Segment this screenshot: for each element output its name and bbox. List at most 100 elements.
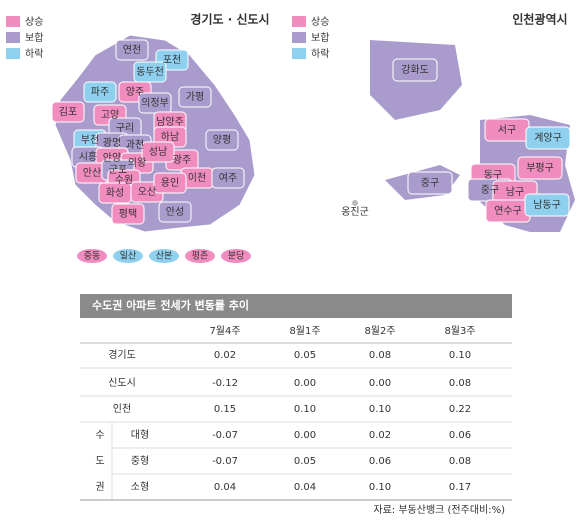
region-label: 남구 bbox=[506, 186, 524, 198]
legend-label: 보합 bbox=[311, 32, 329, 44]
new-town-badge bbox=[77, 249, 107, 263]
region-label: 안성 bbox=[166, 206, 184, 218]
table-cell: 0.10 bbox=[369, 482, 391, 493]
table-cell: 0.04 bbox=[214, 482, 236, 493]
region-label: 남동구 bbox=[533, 199, 561, 211]
new-town-label: 분당 bbox=[228, 251, 245, 262]
region-label: 구리 bbox=[116, 122, 134, 134]
new-town-badge bbox=[149, 249, 179, 263]
region bbox=[517, 156, 563, 180]
table-cell: 0.00 bbox=[294, 378, 316, 389]
region-label: 남양주 bbox=[156, 116, 184, 128]
region-label: 화성 bbox=[106, 187, 124, 199]
column-header: 8월2주 bbox=[364, 325, 395, 337]
legend-swatch bbox=[6, 16, 20, 27]
row-label: 인천 bbox=[113, 403, 131, 415]
region bbox=[141, 141, 175, 163]
legend-swatch bbox=[292, 48, 306, 59]
region-label: 강화도 bbox=[401, 64, 429, 76]
region-label: 계양구 bbox=[534, 132, 562, 144]
island bbox=[352, 200, 358, 206]
region-label: 김포 bbox=[59, 106, 77, 118]
column-header: 7월4주 bbox=[209, 325, 240, 337]
legend-label: 상승 bbox=[311, 16, 329, 28]
region-label: 서구 bbox=[498, 124, 516, 136]
region-label: 연수구 bbox=[494, 205, 522, 217]
group-label: 도 bbox=[95, 456, 104, 467]
region-label: 가평 bbox=[186, 91, 204, 103]
new-town-label: 평촌 bbox=[192, 251, 209, 262]
region bbox=[407, 171, 453, 195]
region-label: 광명 bbox=[103, 137, 121, 149]
row-label: 소형 bbox=[131, 481, 149, 493]
region-label: 의정부 bbox=[141, 97, 169, 109]
table-cell: 0.06 bbox=[369, 456, 391, 467]
region-label: 부평구 bbox=[526, 162, 554, 174]
new-town-badge bbox=[185, 249, 215, 263]
table-cell: 0.05 bbox=[294, 350, 316, 361]
legend-label: 하락 bbox=[311, 47, 329, 60]
group-label: 권 bbox=[95, 481, 104, 493]
region bbox=[211, 167, 245, 189]
region-label: 이천 bbox=[188, 172, 206, 184]
region-label: 성남 bbox=[149, 146, 167, 158]
region-label: 양평 bbox=[213, 134, 231, 146]
table-cell: 0.04 bbox=[294, 482, 316, 493]
region bbox=[83, 81, 117, 103]
table-cell: 0.08 bbox=[449, 378, 471, 389]
table-title: 수도권 아파트 전세가 변동률 추이 bbox=[92, 298, 249, 312]
region-label: 과천 bbox=[126, 139, 144, 151]
row-label: 대형 bbox=[131, 429, 149, 441]
source: 자료: 부동산뱅크 (전주대비:%) bbox=[373, 504, 505, 516]
region-label: 옹진군 bbox=[341, 206, 369, 218]
legend-label: 하락 bbox=[25, 47, 43, 60]
column-header: 8월3주 bbox=[444, 325, 475, 337]
region-label: 부천 bbox=[81, 134, 99, 146]
region-label: 중구 bbox=[421, 177, 439, 189]
region-label: 시흥 bbox=[79, 150, 97, 163]
table-cell: 0.05 bbox=[294, 456, 316, 467]
table-cell: 0.10 bbox=[369, 404, 391, 415]
region-label: 군포 bbox=[109, 164, 127, 176]
region-label: 하남 bbox=[161, 130, 179, 143]
legend-label: 상승 bbox=[25, 16, 43, 28]
region-label: 용인 bbox=[161, 177, 179, 189]
region-label: 고양 bbox=[101, 109, 119, 121]
region-label: 안양 bbox=[103, 152, 121, 164]
table-cell: 0.08 bbox=[449, 456, 471, 467]
table-cell: 0.00 bbox=[294, 430, 316, 441]
region bbox=[392, 58, 438, 82]
new-town-badge bbox=[221, 249, 251, 263]
region bbox=[133, 61, 167, 83]
region bbox=[205, 129, 239, 151]
region-label: 동구 bbox=[484, 169, 502, 181]
region-label: 연천 bbox=[123, 44, 141, 56]
region-label: 오산 bbox=[138, 186, 156, 198]
map-title: 경기도 · 신도시 bbox=[190, 12, 269, 27]
region-label: 파주 bbox=[91, 86, 109, 98]
table-header-bar bbox=[80, 294, 512, 318]
region-label: 의왕 bbox=[128, 157, 146, 169]
table-cell: -0.07 bbox=[212, 430, 238, 441]
table-cell: 0.02 bbox=[214, 350, 236, 361]
region-label: 평택 bbox=[119, 208, 137, 220]
table-cell: 0.08 bbox=[369, 350, 391, 361]
region-label: 안산 bbox=[83, 167, 101, 179]
region-label: 포천 bbox=[163, 54, 181, 66]
region bbox=[525, 126, 571, 150]
region bbox=[115, 39, 149, 61]
new-town-badge bbox=[113, 249, 143, 263]
region-label: 동두천 bbox=[136, 66, 164, 78]
table-cell: 0.17 bbox=[449, 482, 471, 493]
legend-label: 보합 bbox=[25, 32, 43, 44]
region bbox=[524, 193, 570, 217]
legend-swatch bbox=[292, 16, 306, 27]
map-title: 인천광역시 bbox=[512, 12, 567, 27]
table-cell: -0.07 bbox=[212, 456, 238, 467]
column-header: 8월1주 bbox=[289, 325, 320, 337]
row-label: 중형 bbox=[131, 455, 149, 467]
row-label: 경기도 bbox=[108, 348, 136, 361]
table-cell: 0.10 bbox=[449, 350, 471, 361]
